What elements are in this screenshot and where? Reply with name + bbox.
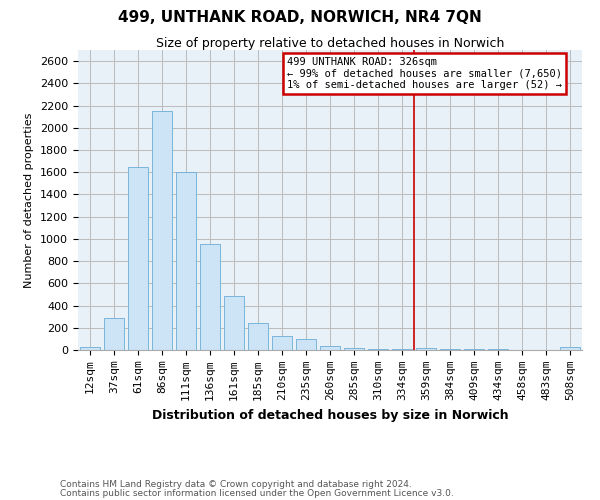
Bar [200, 244, 220, 350]
Bar [248, 324, 268, 350]
Bar [296, 339, 316, 350]
Bar [560, 347, 580, 350]
Bar [224, 296, 244, 350]
Bar [320, 346, 340, 350]
Bar [80, 347, 100, 350]
Y-axis label: Number of detached properties: Number of detached properties [25, 112, 34, 288]
Bar [368, 349, 388, 350]
X-axis label: Distribution of detached houses by size in Norwich: Distribution of detached houses by size … [152, 408, 508, 422]
Bar [344, 348, 364, 350]
Text: Contains public sector information licensed under the Open Government Licence v3: Contains public sector information licen… [60, 488, 454, 498]
Bar [152, 111, 172, 350]
Bar [416, 348, 436, 350]
Bar [392, 349, 412, 350]
Text: 499, UNTHANK ROAD, NORWICH, NR4 7QN: 499, UNTHANK ROAD, NORWICH, NR4 7QN [118, 10, 482, 25]
Text: Contains HM Land Registry data © Crown copyright and database right 2024.: Contains HM Land Registry data © Crown c… [60, 480, 412, 489]
Bar [176, 172, 196, 350]
Text: 499 UNTHANK ROAD: 326sqm
← 99% of detached houses are smaller (7,650)
1% of semi: 499 UNTHANK ROAD: 326sqm ← 99% of detach… [287, 56, 562, 90]
Bar [440, 349, 460, 350]
Title: Size of property relative to detached houses in Norwich: Size of property relative to detached ho… [156, 37, 504, 50]
Bar [488, 349, 508, 350]
Bar [128, 166, 148, 350]
Bar [104, 318, 124, 350]
Bar [272, 336, 292, 350]
